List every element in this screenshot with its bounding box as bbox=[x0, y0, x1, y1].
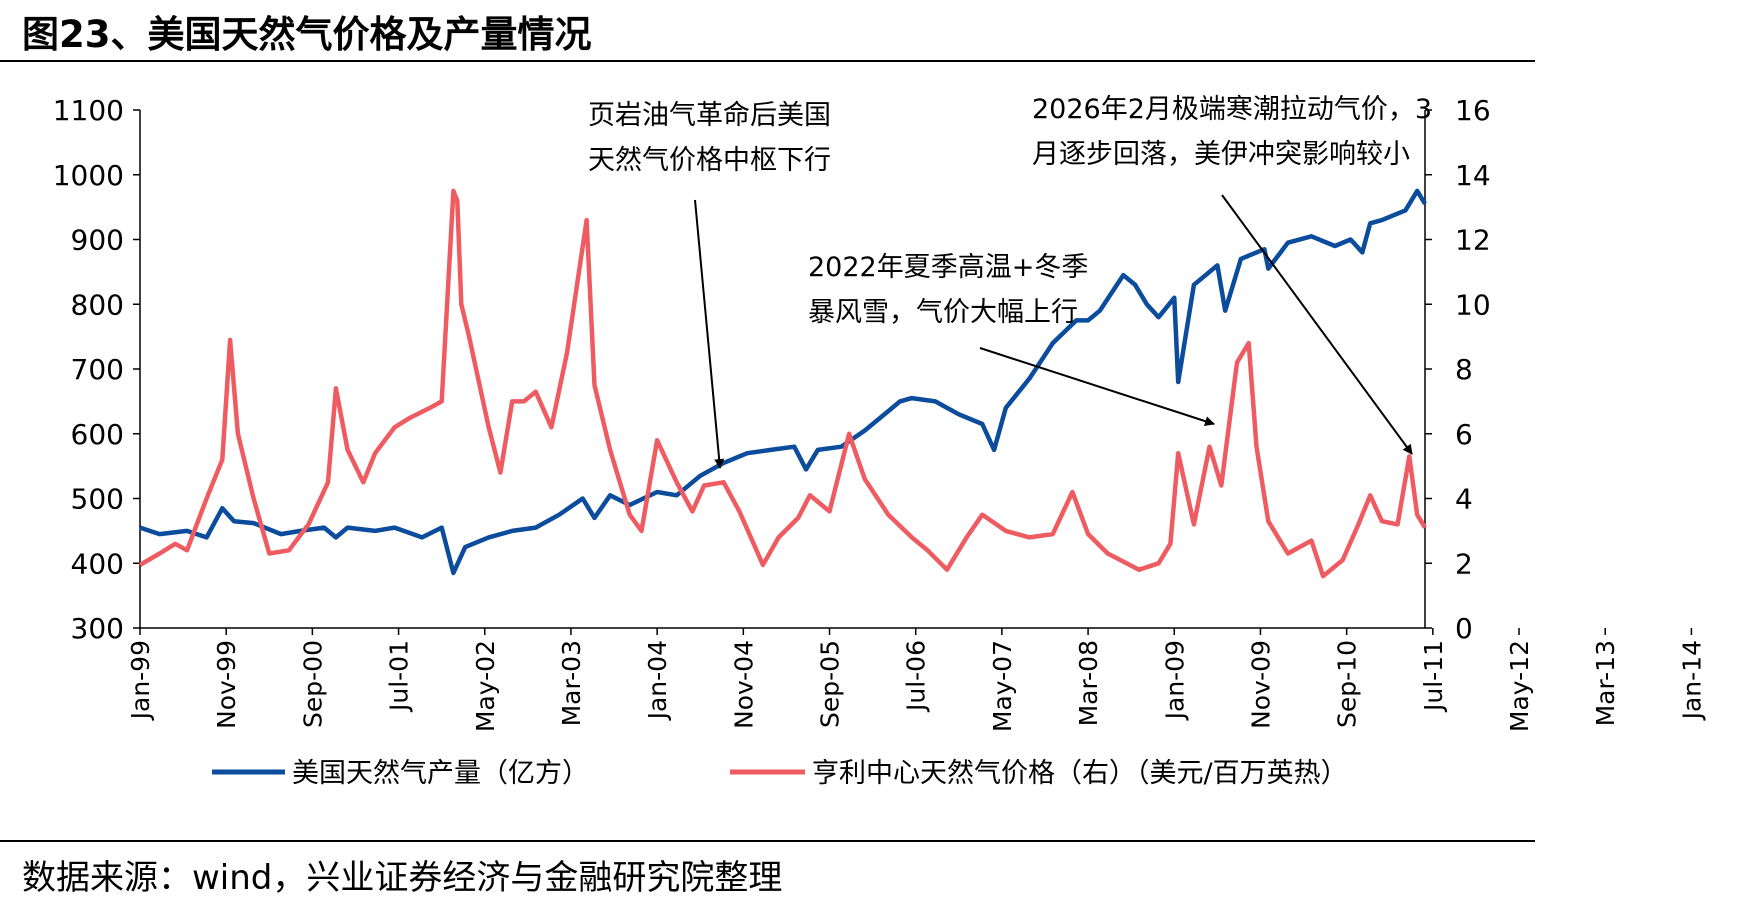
left-axis-tick-label: 600 bbox=[71, 418, 124, 451]
right-axis-tick-label: 2 bbox=[1455, 547, 1473, 580]
chart-title: 图23、美国天然气价格及产量情况 bbox=[22, 13, 592, 56]
x-axis-tick-label: Mar-13 bbox=[1591, 640, 1620, 726]
right-axis-tick-label: 4 bbox=[1455, 483, 1473, 516]
price-series-line bbox=[138, 188, 1427, 579]
annotation-arrow bbox=[1221, 194, 1413, 455]
x-axis-tick-label: Nov-04 bbox=[729, 640, 758, 729]
x-axis-tick-label: May-12 bbox=[1505, 640, 1534, 732]
x-axis-tick-label: Jul-06 bbox=[902, 640, 931, 713]
x-axis-tick-label: Mar-08 bbox=[1074, 640, 1103, 726]
x-axis-tick-label: Nov-99 bbox=[212, 640, 241, 729]
annotation-text: 月逐步回落，美伊冲突影响较小 bbox=[1032, 139, 1410, 170]
left-axis-tick-label: 500 bbox=[71, 483, 124, 516]
source-note: 数据来源：wind，兴业证券经济与金融研究院整理 bbox=[22, 858, 783, 898]
x-axis-tick-label: Sep-10 bbox=[1333, 640, 1362, 728]
x-axis-tick-label: Sep-05 bbox=[816, 640, 845, 728]
right-axis-tick-label: 10 bbox=[1455, 288, 1491, 321]
left-axis-tick-label: 300 bbox=[71, 612, 124, 645]
x-axis-tick-label: Mar-03 bbox=[557, 640, 586, 726]
annotation-text: 2022年夏季高温+冬季 bbox=[808, 252, 1088, 283]
left-axis-tick-label: 900 bbox=[71, 224, 124, 257]
x-axis-tick-label: May-07 bbox=[988, 640, 1017, 732]
legend-label-price: 亨利中心天然气价格（右）（美元/百万英热） bbox=[812, 758, 1348, 789]
right-axis-tick-label: 16 bbox=[1455, 94, 1491, 127]
left-axis-tick-label: 800 bbox=[71, 288, 124, 321]
left-axis-tick-label: 400 bbox=[71, 547, 124, 580]
x-axis-tick-label: Jan-14 bbox=[1677, 640, 1706, 721]
annotation-text: 页岩油气革命后美国 bbox=[588, 100, 831, 131]
top-divider bbox=[0, 60, 1535, 62]
x-axis-tick-label: Jan-09 bbox=[1160, 640, 1189, 721]
right-axis-tick-label: 12 bbox=[1455, 224, 1491, 257]
left-axis-tick-label: 1000 bbox=[53, 159, 124, 192]
x-axis-tick-label: Jan-99 bbox=[126, 640, 155, 721]
right-axis-tick-label: 14 bbox=[1455, 159, 1491, 192]
annotation-text: 天然气价格中枢下行 bbox=[588, 145, 831, 176]
x-axis-tick-label: Sep-00 bbox=[298, 640, 327, 728]
x-axis-tick-label: Jan-04 bbox=[643, 640, 672, 721]
annotation-arrow bbox=[694, 199, 725, 469]
left-axis-tick-label: 700 bbox=[71, 353, 124, 386]
left-axis-tick-label: 1100 bbox=[53, 94, 124, 127]
legend-label-production: 美国天然气产量（亿方） bbox=[292, 758, 589, 789]
annotation-arrow bbox=[979, 347, 1215, 426]
chart-svg: 300 400 500 600 700 800 900 1000 1100 0 2 4 6 8 10 12 14… bbox=[53, 94, 1707, 789]
bottom-divider bbox=[0, 840, 1535, 842]
x-axis-tick-label: Jul-01 bbox=[385, 640, 414, 713]
annotation-text: 暴风雪，气价大幅上行 bbox=[808, 297, 1078, 328]
right-axis-tick-label: 0 bbox=[1455, 612, 1473, 645]
annotation-text: 2026年2月极端寒潮拉动气价，3 bbox=[1032, 94, 1432, 125]
x-axis-tick-label: Nov-09 bbox=[1246, 640, 1275, 729]
right-axis-tick-label: 8 bbox=[1455, 353, 1473, 386]
x-axis-tick-label: May-02 bbox=[471, 640, 500, 732]
x-axis-tick-label: Jul-11 bbox=[1419, 640, 1448, 713]
right-axis-tick-label: 6 bbox=[1455, 418, 1473, 451]
